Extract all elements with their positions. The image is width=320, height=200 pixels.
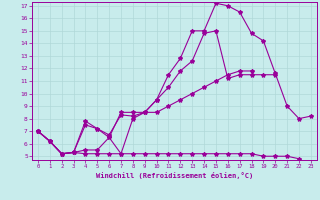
X-axis label: Windchill (Refroidissement éolien,°C): Windchill (Refroidissement éolien,°C) — [96, 172, 253, 179]
